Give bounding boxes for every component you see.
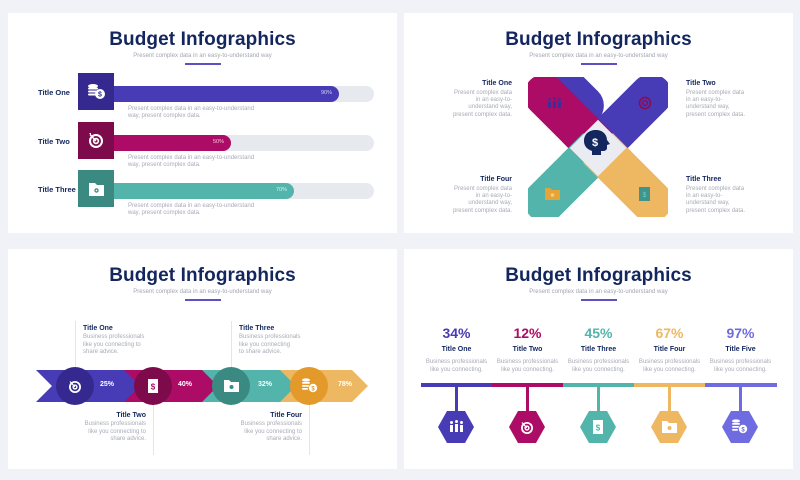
svg-text:$: $ xyxy=(311,386,315,392)
svg-text:$: $ xyxy=(151,383,156,392)
step-title-two: Title Two Business professionals like you… xyxy=(84,412,146,443)
connector-line xyxy=(309,399,310,455)
x-diagram: $ $ xyxy=(528,77,668,217)
slide-subtitle: Present complex data in an easy-to-under… xyxy=(133,289,272,295)
bar-description: Present complex data in an easy-to-under… xyxy=(128,155,255,169)
bar-label-title-two: Title Two xyxy=(38,137,70,146)
connector-line xyxy=(153,399,154,455)
bar-label-title-one: Title One xyxy=(38,88,70,97)
folder-gear-icon xyxy=(545,188,560,200)
slide-title: Budget Infographics xyxy=(109,29,296,50)
timeline-column-four: 67% Title Four Business professionals lik… xyxy=(638,325,701,373)
team-icon xyxy=(548,97,561,108)
connector-line xyxy=(75,321,76,369)
bar-description: Present complex data in an easy-to-under… xyxy=(128,106,255,120)
dollar-notebook-icon: $ xyxy=(148,379,158,393)
timeline-column-three: 45% Title Three Business professionals li… xyxy=(567,325,630,373)
slide-title: Budget Infographics xyxy=(109,265,296,286)
coins-dollar-icon: $ xyxy=(78,73,114,110)
x-item-title-one: Title One Present complex data in an easy… xyxy=(452,80,512,118)
step-value: 78% xyxy=(338,381,353,388)
slide-x-diagram[interactable]: Budget Infographics Present complex data… xyxy=(404,13,793,233)
slide-title: Budget Infographics xyxy=(505,265,692,286)
title-underline xyxy=(581,63,617,65)
slide-timeline[interactable]: Budget Infographics Present complex data… xyxy=(404,249,793,469)
dollar-notebook-icon: $ xyxy=(593,420,603,434)
timeline-column-two: 12% Title Two Business professionals like… xyxy=(496,325,559,373)
step-value: 40% xyxy=(178,381,193,388)
progress-fill-title-three: 70% xyxy=(114,183,294,199)
svg-text:$: $ xyxy=(592,137,598,149)
progress-fill-title-two: 50% xyxy=(114,135,231,151)
slide-arrow-chain[interactable]: Budget Infographics Present complex data… xyxy=(8,249,397,469)
title-underline xyxy=(581,299,617,301)
folder-gear-icon xyxy=(78,170,114,207)
step-title-three: Title Three Business professionals like y… xyxy=(239,325,301,356)
x-item-title-three: Title Three Present complex data in an ea… xyxy=(686,176,746,214)
title-underline xyxy=(185,299,221,301)
connector-line xyxy=(231,321,232,369)
bar-description: Present complex data in an easy-to-under… xyxy=(128,203,255,217)
step-value: 32% xyxy=(258,381,273,388)
timeline-column-five: 97% Title Five Business professionals lik… xyxy=(709,325,772,373)
slide-title: Budget Infographics xyxy=(505,29,692,50)
target-icon xyxy=(638,96,652,110)
slide-subtitle: Present complex data in an easy-to-under… xyxy=(133,53,272,59)
svg-text:$: $ xyxy=(741,427,745,433)
progress-value: 90% xyxy=(320,90,332,96)
target-icon xyxy=(69,381,81,393)
folder-gear-icon xyxy=(224,380,239,392)
slide-subtitle: Present complex data in an easy-to-under… xyxy=(529,289,668,295)
arrow-chain: $ $ xyxy=(36,367,368,405)
svg-text:$: $ xyxy=(98,92,102,99)
coins-dollar-icon: $ xyxy=(732,419,748,433)
title-underline xyxy=(185,63,221,65)
target-icon xyxy=(521,422,533,434)
timeline-graphic: $ $ xyxy=(421,383,777,443)
bar-label-title-three: Title Three xyxy=(38,185,76,194)
team-icon xyxy=(450,420,463,432)
x-item-title-four: Title Four Present complex data in an eas… xyxy=(452,176,512,214)
progress-value: 70% xyxy=(275,187,287,193)
coins-dollar-icon: $ xyxy=(302,378,318,392)
step-title-one: Title One Business professionals like you… xyxy=(83,325,145,356)
target-icon xyxy=(78,122,114,159)
x-item-title-two: Title Two Present complex data in an easy… xyxy=(686,80,746,118)
progress-value: 50% xyxy=(212,139,224,145)
head-dollar-icon: $ xyxy=(584,130,610,155)
svg-text:$: $ xyxy=(596,424,601,433)
slide-progress-bars[interactable]: Budget Infographics Present complex data… xyxy=(8,13,397,233)
step-title-four: Title Four Business professionals like yo… xyxy=(240,412,302,443)
folder-gear-icon xyxy=(662,421,677,433)
dollar-notebook-icon: $ xyxy=(639,187,650,201)
slide-subtitle: Present complex data in an easy-to-under… xyxy=(529,53,668,59)
timeline-column-one: 34% Title One Business professionals like… xyxy=(425,325,488,373)
progress-fill-title-one: 90% xyxy=(114,86,339,102)
step-value: 25% xyxy=(100,381,115,388)
svg-text:$: $ xyxy=(643,192,647,199)
